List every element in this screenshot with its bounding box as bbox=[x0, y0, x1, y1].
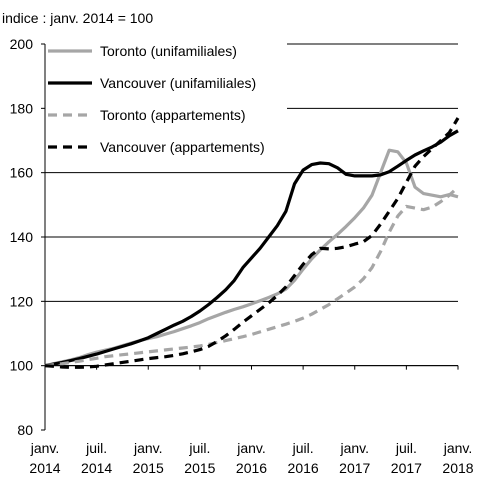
y-axis-tick-labels: 80 100 120 140 160 180 200 bbox=[10, 36, 34, 438]
series-lines bbox=[44, 117, 460, 369]
series-line-2 bbox=[44, 129, 459, 368]
legend-label: Vancouver (appartements) bbox=[100, 139, 265, 155]
x-tick-label-year: 2016 bbox=[288, 460, 319, 476]
y-tick-label: 180 bbox=[10, 100, 34, 116]
x-tick-label-month: janv. bbox=[133, 440, 163, 456]
x-tick-label-month: janv. bbox=[30, 440, 60, 456]
x-tick-label-year: 2015 bbox=[133, 460, 164, 476]
x-tick-label-year: 2015 bbox=[184, 460, 215, 476]
x-tick-label-year: 2017 bbox=[391, 460, 422, 476]
legend-label: Toronto (appartements) bbox=[100, 107, 246, 123]
y-tick-label: 120 bbox=[10, 293, 34, 309]
x-tick-label-month: juil. bbox=[292, 440, 314, 456]
x-tick-label-year: 2017 bbox=[339, 460, 370, 476]
x-tick-label-year: 2014 bbox=[81, 460, 112, 476]
x-tick-label-month: janv. bbox=[236, 440, 266, 456]
y-tick-label: 140 bbox=[10, 229, 34, 245]
y-tick-label: 200 bbox=[10, 36, 34, 52]
x-tick-label-year: 2014 bbox=[29, 460, 60, 476]
legend-label: Vancouver (unifamiliales) bbox=[100, 75, 256, 91]
x-axis-tick-labels: janv. 2014 juil. 2014 janv. 2015 juil. 2015 janv… bbox=[29, 440, 473, 476]
x-tick-label-month: juil. bbox=[395, 440, 417, 456]
x-tick-label-month: janv. bbox=[339, 440, 369, 456]
x-tick-label-month: juil. bbox=[85, 440, 107, 456]
y-tick-label: 80 bbox=[17, 422, 33, 438]
y-tick-label: 100 bbox=[10, 358, 34, 374]
x-tick-label-year: 2016 bbox=[236, 460, 267, 476]
y-tick-label: 160 bbox=[10, 165, 34, 181]
series-line-3 bbox=[44, 185, 460, 368]
x-tick-label-month: juil. bbox=[188, 440, 210, 456]
x-tick-label-month: janv. bbox=[443, 440, 473, 456]
series-line-4 bbox=[44, 117, 460, 369]
legend: Toronto (unifamiliales) Vancouver (unifam… bbox=[48, 43, 265, 155]
chart-subtitle: indice : janv. 2014 = 100 bbox=[2, 10, 153, 26]
x-tick-label-year: 2018 bbox=[442, 460, 473, 476]
legend-label: Toronto (unifamiliales) bbox=[100, 43, 237, 59]
